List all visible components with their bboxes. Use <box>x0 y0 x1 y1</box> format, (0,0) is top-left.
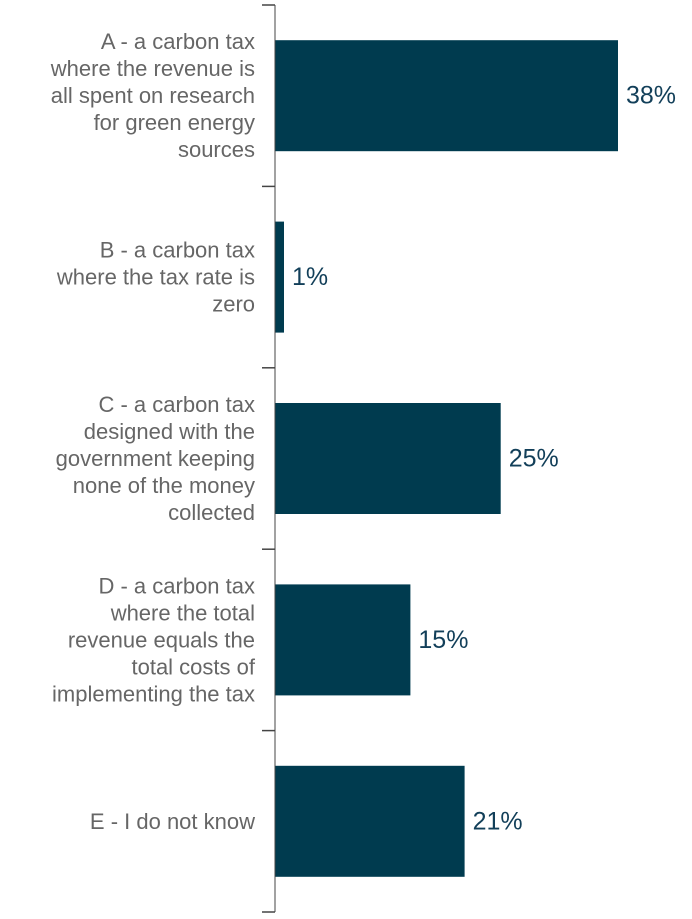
category-label-line: for green energy <box>94 110 255 135</box>
value-label-1: 1% <box>292 263 328 291</box>
category-label-line: A - a carbon tax <box>101 29 255 54</box>
category-label-line: zero <box>212 292 255 317</box>
category-label-line: where the revenue is <box>50 56 255 81</box>
value-label-0: 38% <box>626 82 676 110</box>
value-labels-layer: 38% 1% 25% 15% 21% <box>292 82 676 836</box>
bar-4 <box>275 765 465 877</box>
category-label-line: designed with the <box>84 419 255 444</box>
bar-0 <box>275 40 618 152</box>
category-label-1: B - a carbon tax where the tax rate is zer… <box>56 238 255 317</box>
category-label-line: sources <box>178 137 255 162</box>
category-label-line: total costs of <box>131 654 255 679</box>
category-label-4: E - I do not know <box>90 809 255 834</box>
bar-2 <box>275 403 501 514</box>
value-label-4: 21% <box>473 807 523 835</box>
category-label-line: where the tax rate is <box>56 265 255 290</box>
category-label-line: collected <box>168 500 255 525</box>
bars-layer <box>275 40 618 877</box>
category-label-line: revenue equals the <box>68 627 255 652</box>
category-label-line: E - I do not know <box>90 809 255 834</box>
category-label-line: government keeping <box>56 446 255 471</box>
category-label-line: none of the money <box>73 473 255 498</box>
category-label-3: D - a carbon tax where the total revenue e… <box>52 573 256 706</box>
bar-1 <box>275 221 284 333</box>
bar-3 <box>275 584 411 696</box>
category-label-0: A - a carbon tax where the revenue is all … <box>50 29 255 162</box>
value-label-2: 25% <box>509 445 559 473</box>
category-label-line: C - a carbon tax <box>98 392 255 417</box>
category-label-line: all spent on research <box>51 83 255 108</box>
category-label-line: implementing the tax <box>52 681 255 706</box>
value-label-3: 15% <box>418 626 468 654</box>
category-label-2: C - a carbon tax designed with the governm… <box>56 392 255 525</box>
category-label-line: B - a carbon tax <box>100 238 255 263</box>
category-axis <box>262 4 276 913</box>
category-labels-layer: A - a carbon tax where the revenue is all … <box>50 29 256 834</box>
category-label-line: D - a carbon tax <box>98 573 255 598</box>
category-label-line: where the total <box>110 600 255 625</box>
